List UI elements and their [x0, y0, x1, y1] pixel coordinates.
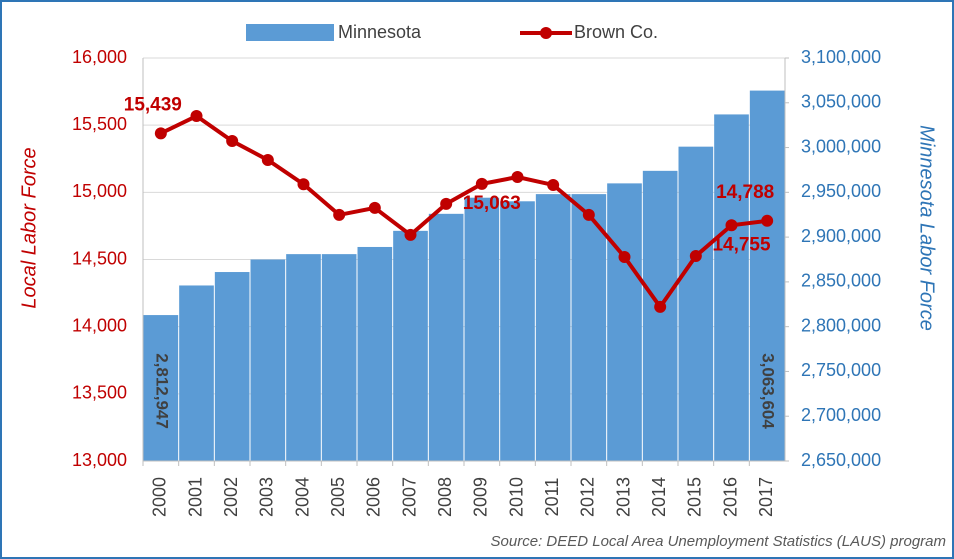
- y2-tick-label: 2,750,000: [801, 360, 881, 380]
- line-value-label: 14,755: [712, 234, 771, 255]
- line-point: [654, 300, 667, 313]
- x-tick-label: 2002: [221, 477, 241, 517]
- source: Source: DEED Local Area Unemployment Sta…: [491, 533, 946, 550]
- line-point: [511, 171, 524, 184]
- line-point: [547, 178, 560, 191]
- bar: [678, 146, 714, 461]
- line-point: [689, 250, 702, 263]
- line-point: [297, 178, 310, 191]
- bar: [571, 194, 607, 461]
- line-value-label: 15,063: [463, 193, 521, 214]
- bar-value-label: 2,812,947: [152, 353, 171, 429]
- line-value-label: 14,788: [716, 182, 774, 203]
- legend-swatch: [246, 24, 334, 41]
- bar: [179, 285, 214, 461]
- line-point: [190, 110, 203, 123]
- x-tick-label: 2010: [506, 477, 526, 517]
- y-tick-label: 15,500: [72, 114, 127, 134]
- bar: [464, 197, 500, 461]
- bar: [428, 213, 464, 461]
- bar-value-label: 3,063,604: [759, 353, 778, 429]
- y2-tick-label: 2,900,000: [801, 226, 881, 246]
- x-tick-label: 2014: [649, 477, 669, 517]
- legend-swatch: [540, 27, 552, 39]
- y2-axis-label: Minnesota Labor Force: [916, 125, 938, 331]
- x-tick-label: 2007: [399, 477, 419, 517]
- line: [159, 113, 768, 311]
- x-tick-label: 2006: [364, 477, 384, 517]
- line-point: [226, 135, 239, 148]
- bar: [393, 230, 428, 461]
- x-tick-label: 2011: [542, 478, 562, 517]
- bar: [214, 272, 250, 461]
- x-tick-label: 2004: [292, 477, 312, 517]
- bar: [749, 90, 785, 462]
- bar: [321, 254, 357, 461]
- bar: [642, 170, 678, 461]
- y2-tick-label: 3,050,000: [801, 92, 881, 112]
- line-point: [154, 127, 167, 140]
- y2-tick-label: 3,000,000: [801, 136, 881, 156]
- y-tick-label: 15,000: [72, 181, 127, 201]
- bar: [714, 114, 749, 462]
- y-axis-label: Local Labor Force: [18, 147, 40, 308]
- x-tick-label: 2000: [150, 477, 170, 517]
- y2-tick-label: 3,100,000: [801, 47, 881, 67]
- line-value-label: 15,439: [124, 94, 182, 115]
- line-point: [440, 197, 453, 210]
- y-tick-label: 13,500: [72, 383, 127, 403]
- line-point: [725, 219, 738, 232]
- line-point: [404, 228, 417, 241]
- x-tick-label: 2013: [613, 477, 633, 517]
- bar: [535, 194, 571, 461]
- y2-tick-label: 2,800,000: [801, 315, 881, 335]
- y-tick-label: 14,000: [72, 315, 127, 335]
- x-tick-label: 2015: [685, 477, 705, 517]
- x-tick-label: 2012: [578, 477, 598, 517]
- line-point: [475, 177, 488, 190]
- line-point: [368, 201, 381, 214]
- bar: [143, 315, 179, 461]
- line-point: [261, 153, 274, 166]
- x-tick-label: 2003: [257, 477, 277, 517]
- line-point: [582, 208, 595, 221]
- y2-tick-label: 2,700,000: [801, 405, 881, 425]
- x-tick-label: 2005: [328, 477, 348, 517]
- x-tick-label: 2008: [435, 477, 455, 517]
- bar: [286, 254, 321, 461]
- legend-label: Minnesota: [338, 22, 422, 42]
- line-point: [761, 214, 774, 227]
- bar: [357, 246, 393, 461]
- bar: [500, 201, 535, 462]
- y-tick-label: 13,000: [72, 450, 127, 470]
- line-point: [333, 208, 346, 221]
- y2-tick-label: 2,650,000: [801, 450, 881, 470]
- x-tick-label: 2009: [471, 477, 491, 517]
- y2-tick-label: 2,950,000: [801, 181, 881, 201]
- x-tick-label: 2017: [756, 477, 776, 517]
- bar: [250, 259, 286, 461]
- y-tick-label: 14,500: [72, 248, 127, 268]
- x-tick-label: 2016: [720, 477, 740, 517]
- line-point: [618, 250, 631, 263]
- bar: [607, 183, 642, 461]
- x-tick-label: 2001: [185, 477, 205, 517]
- y-tick-label: 16,000: [72, 47, 127, 67]
- y2-tick-label: 2,850,000: [801, 271, 881, 291]
- legend-label: Brown Co.: [574, 22, 658, 42]
